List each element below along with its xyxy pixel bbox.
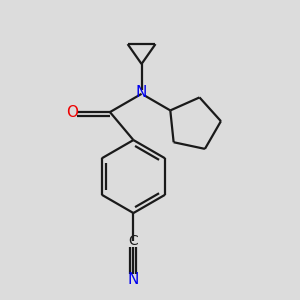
Text: C: C — [128, 234, 138, 248]
Text: N: N — [136, 85, 147, 100]
Text: N: N — [128, 272, 139, 287]
Text: O: O — [66, 105, 78, 120]
